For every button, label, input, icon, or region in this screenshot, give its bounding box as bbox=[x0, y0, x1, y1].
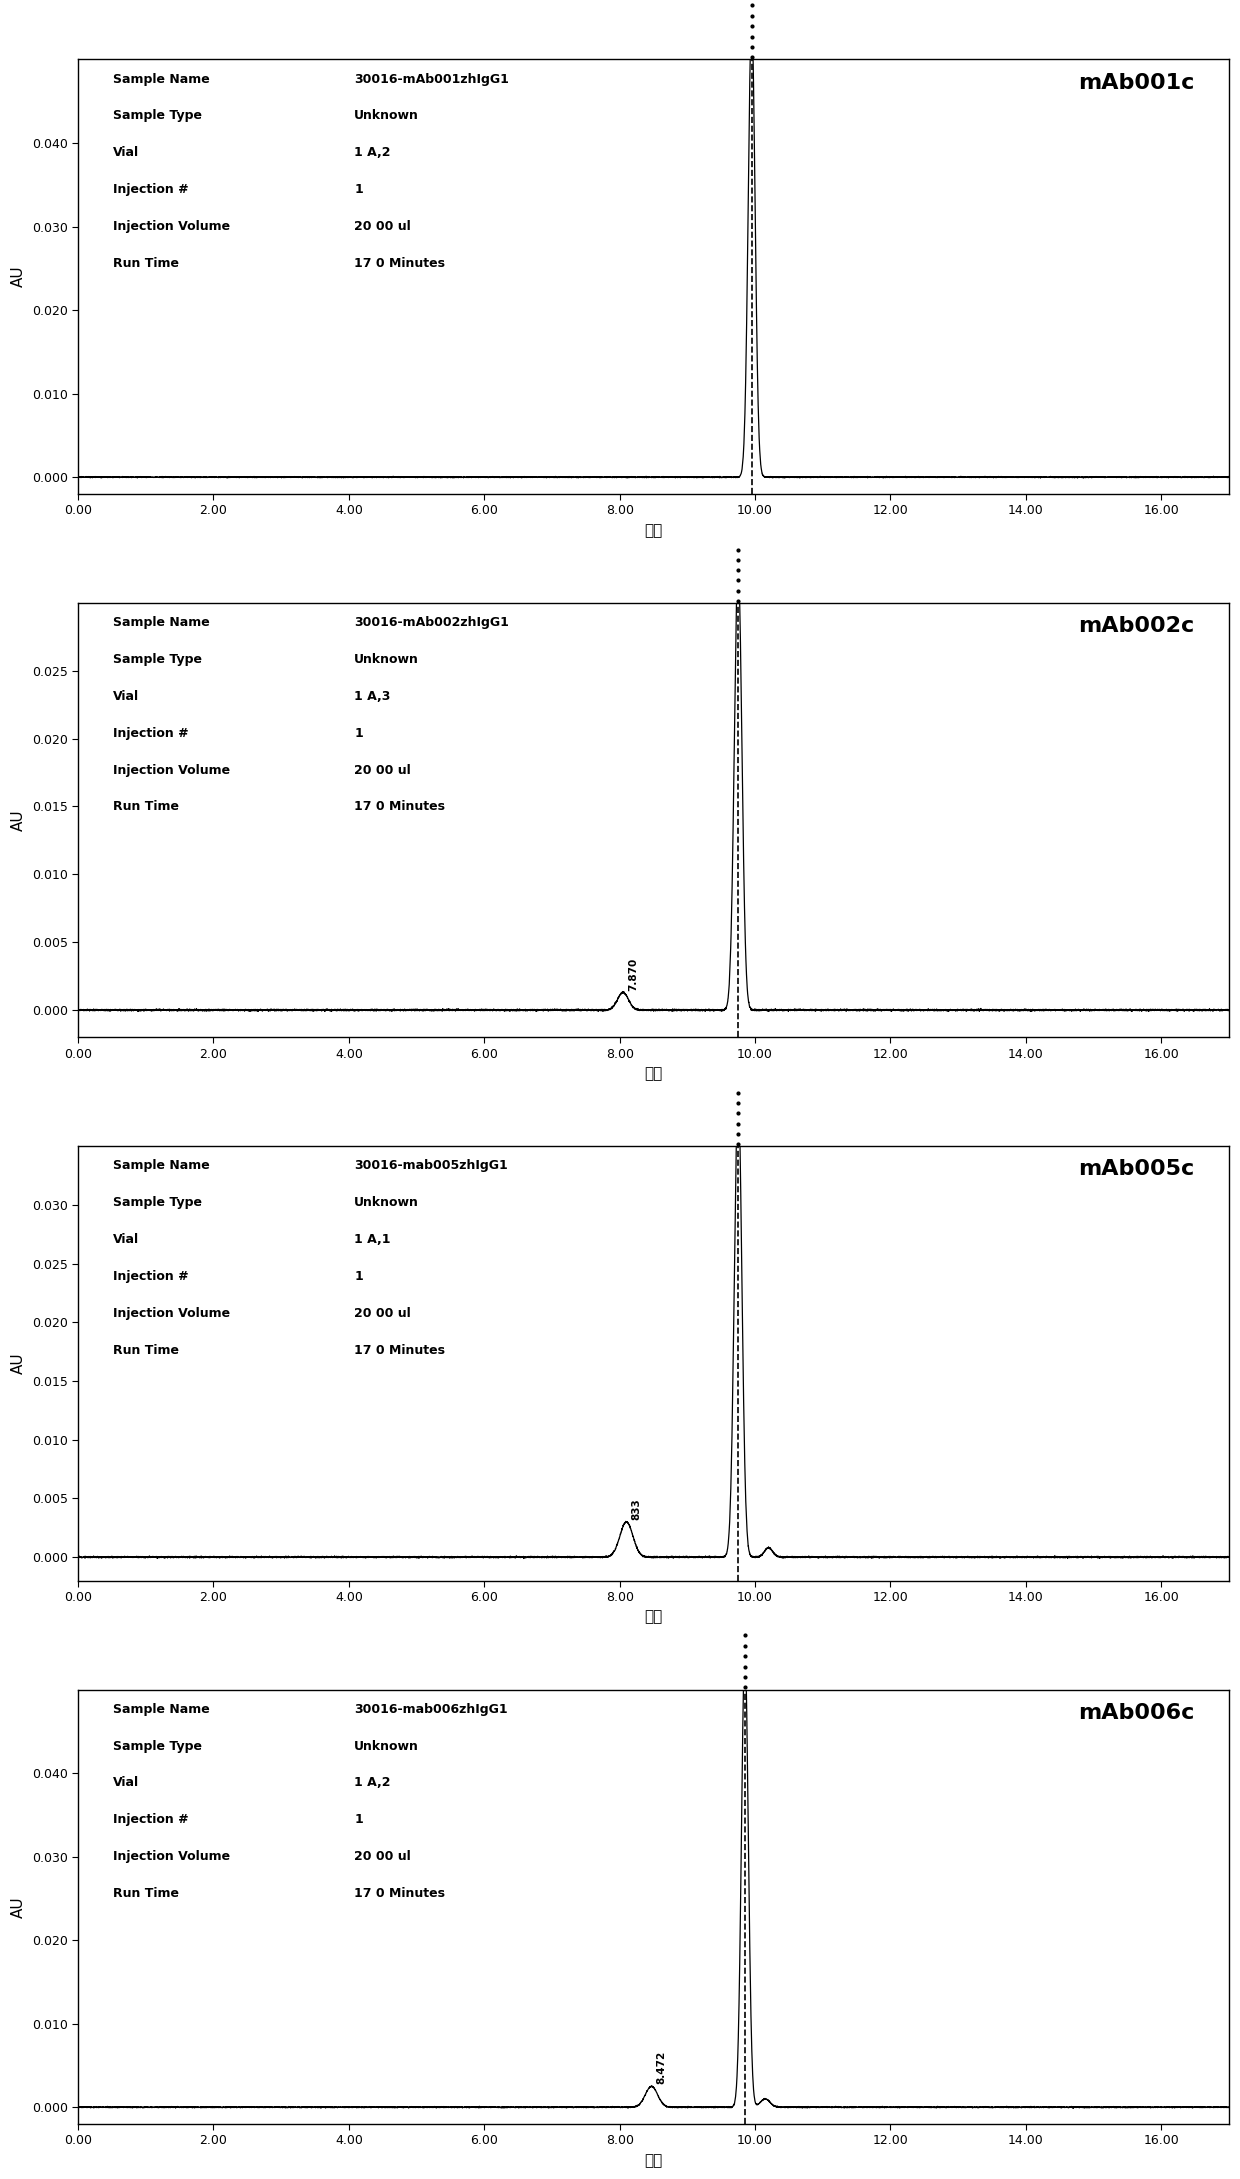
Text: 1 A,2: 1 A,2 bbox=[355, 1776, 391, 1789]
Text: 7.870: 7.870 bbox=[627, 959, 637, 991]
Text: Sample Type: Sample Type bbox=[113, 109, 202, 122]
Text: 17 0 Minutes: 17 0 Minutes bbox=[355, 1887, 445, 1900]
Text: Sample Name: Sample Name bbox=[113, 617, 210, 630]
Text: Injection #: Injection # bbox=[113, 1813, 188, 1826]
Text: 20 00 ul: 20 00 ul bbox=[355, 1850, 410, 1863]
Text: Vial: Vial bbox=[113, 691, 139, 702]
Text: Sample Name: Sample Name bbox=[113, 72, 210, 85]
Text: Vial: Vial bbox=[113, 146, 139, 159]
Text: Run Time: Run Time bbox=[113, 1887, 179, 1900]
Y-axis label: AU: AU bbox=[11, 1896, 26, 1918]
Text: Sample Type: Sample Type bbox=[113, 1739, 202, 1752]
Text: mAb002c: mAb002c bbox=[1078, 617, 1194, 636]
Text: Unknown: Unknown bbox=[355, 1196, 419, 1209]
Text: Injection Volume: Injection Volume bbox=[113, 220, 229, 233]
Text: Injection #: Injection # bbox=[113, 183, 188, 196]
Text: Sample Name: Sample Name bbox=[113, 1159, 210, 1172]
Text: Injection Volume: Injection Volume bbox=[113, 1850, 229, 1863]
Text: Vial: Vial bbox=[113, 1776, 139, 1789]
Text: 1 A,3: 1 A,3 bbox=[355, 691, 391, 702]
Text: 30016-mAb002zhIgG1: 30016-mAb002zhIgG1 bbox=[355, 617, 510, 630]
Y-axis label: AU: AU bbox=[11, 1353, 26, 1375]
Text: 30016-mAb001zhIgG1: 30016-mAb001zhIgG1 bbox=[355, 72, 510, 85]
Text: 30016-mab005zhIgG1: 30016-mab005zhIgG1 bbox=[355, 1159, 508, 1172]
Text: 17 0 Minutes: 17 0 Minutes bbox=[355, 257, 445, 270]
Text: 8.472: 8.472 bbox=[656, 2050, 666, 2083]
Text: Sample Type: Sample Type bbox=[113, 654, 202, 667]
Text: 1: 1 bbox=[355, 726, 363, 739]
Text: mAb006c: mAb006c bbox=[1078, 1702, 1194, 1724]
Text: 1: 1 bbox=[355, 183, 363, 196]
Text: Injection Volume: Injection Volume bbox=[113, 1307, 229, 1320]
Text: 833: 833 bbox=[631, 1497, 641, 1519]
Text: mAb001c: mAb001c bbox=[1078, 72, 1194, 92]
Text: 1: 1 bbox=[355, 1270, 363, 1283]
Text: Injection #: Injection # bbox=[113, 1270, 188, 1283]
Y-axis label: AU: AU bbox=[11, 266, 26, 288]
Text: 1 A,2: 1 A,2 bbox=[355, 146, 391, 159]
Text: Unknown: Unknown bbox=[355, 654, 419, 667]
Text: 1: 1 bbox=[355, 1813, 363, 1826]
Text: Sample Name: Sample Name bbox=[113, 1702, 210, 1715]
Text: Run Time: Run Time bbox=[113, 800, 179, 813]
Text: Injection Volume: Injection Volume bbox=[113, 763, 229, 776]
Text: Run Time: Run Time bbox=[113, 257, 179, 270]
Text: 17 0 Minutes: 17 0 Minutes bbox=[355, 800, 445, 813]
X-axis label: 分钟: 分钟 bbox=[645, 1066, 662, 1081]
Text: Unknown: Unknown bbox=[355, 109, 419, 122]
X-axis label: 分钟: 分钟 bbox=[645, 523, 662, 538]
Text: Vial: Vial bbox=[113, 1233, 139, 1246]
X-axis label: 分钟: 分钟 bbox=[645, 2153, 662, 2168]
Text: 20 00 ul: 20 00 ul bbox=[355, 763, 410, 776]
Text: Run Time: Run Time bbox=[113, 1344, 179, 1358]
Y-axis label: AU: AU bbox=[11, 808, 26, 830]
Text: 30016-mab006zhIgG1: 30016-mab006zhIgG1 bbox=[355, 1702, 508, 1715]
Text: Sample Type: Sample Type bbox=[113, 1196, 202, 1209]
Text: 20 00 ul: 20 00 ul bbox=[355, 220, 410, 233]
Text: Unknown: Unknown bbox=[355, 1739, 419, 1752]
X-axis label: 分钟: 分钟 bbox=[645, 1610, 662, 1626]
Text: Injection #: Injection # bbox=[113, 726, 188, 739]
Text: mAb005c: mAb005c bbox=[1078, 1159, 1194, 1179]
Text: 17 0 Minutes: 17 0 Minutes bbox=[355, 1344, 445, 1358]
Text: 1 A,1: 1 A,1 bbox=[355, 1233, 391, 1246]
Text: 20 00 ul: 20 00 ul bbox=[355, 1307, 410, 1320]
